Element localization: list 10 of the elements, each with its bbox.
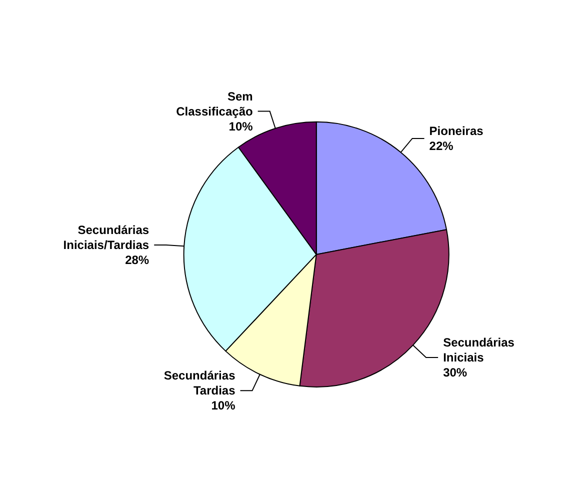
- slice-label: Secundárias Iniciais/Tardias: [63, 223, 150, 252]
- data-label: 10%: [228, 119, 254, 134]
- data-label: 28%: [125, 253, 150, 267]
- data-label: 22%: [429, 138, 454, 153]
- slice-label: Secundárias Iniciais: [443, 335, 515, 364]
- data-label: 30%: [443, 365, 468, 380]
- slice-label: Sem Classificação: [176, 89, 253, 118]
- slice-label: Secundárias Tardias: [164, 368, 236, 398]
- slice-label: Pioneiras: [429, 124, 484, 138]
- data-label: 10%: [211, 398, 236, 413]
